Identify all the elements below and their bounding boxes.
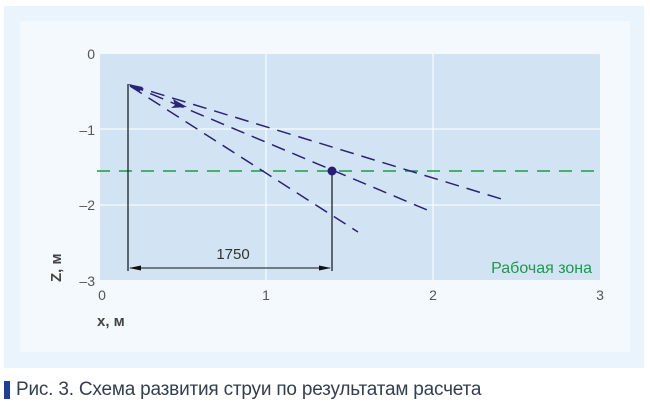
x-axis-label: x, м (97, 313, 125, 330)
grid (100, 54, 600, 280)
plot-area (100, 54, 600, 280)
caption-text: Рис. 3. Схема развития струи по результа… (16, 379, 482, 400)
y-tick: –3 (79, 273, 95, 289)
figure-caption: Рис. 3. Схема развития струи по результа… (4, 378, 481, 402)
y-tick: –1 (79, 122, 95, 138)
x-tick: 3 (596, 287, 604, 303)
y-axis-label: Z, м (48, 253, 65, 282)
dimension-arrow-left-icon (129, 265, 141, 271)
x-tick: 0 (98, 287, 106, 303)
dimension-label: 1750 (216, 246, 249, 263)
y-axis-ticks: 0 –1 –2 –3 (79, 46, 95, 289)
dimension-arrow-right-icon (319, 265, 331, 271)
x-axis-ticks: 0 1 2 3 (98, 287, 604, 303)
axis-intersection-point (327, 166, 337, 176)
x-tick: 2 (429, 287, 437, 303)
jet-direction-arrow-icon (171, 99, 187, 108)
y-tick: –2 (79, 197, 95, 213)
working-zone-label: Рабочая зона (491, 260, 592, 277)
jet-lower-boundary-line (129, 85, 359, 233)
x-tick: 1 (262, 287, 270, 303)
y-tick: 0 (87, 46, 95, 62)
caption-marker-icon (4, 381, 10, 399)
jet-origin-arrowhead-icon (128, 84, 143, 92)
dimension-line (129, 265, 331, 271)
